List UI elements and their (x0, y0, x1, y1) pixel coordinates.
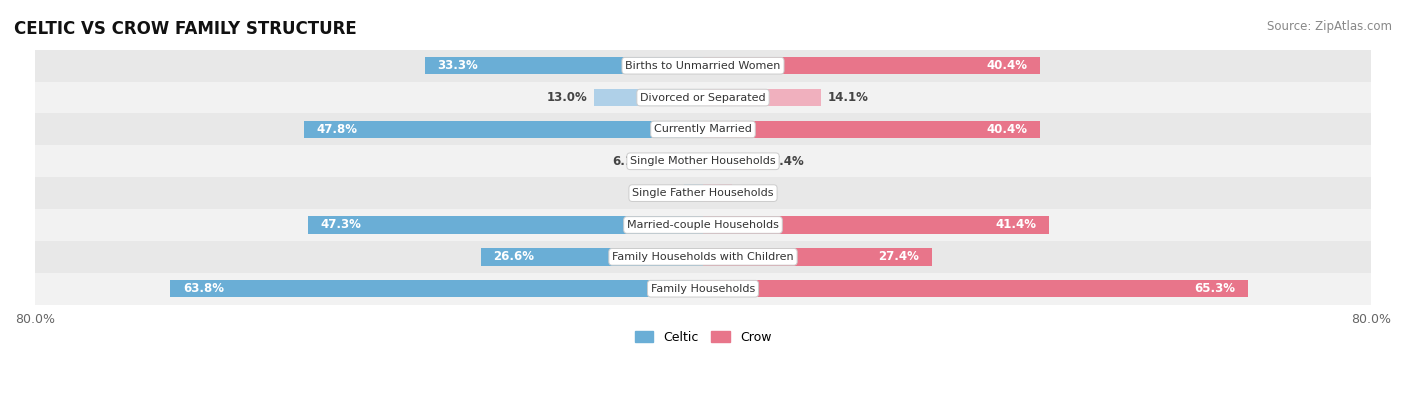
Text: Source: ZipAtlas.com: Source: ZipAtlas.com (1267, 20, 1392, 33)
Bar (703, 216, 1049, 234)
Bar (683, 184, 703, 202)
Bar (308, 216, 703, 234)
Text: 6.1%: 6.1% (613, 155, 645, 168)
Bar (703, 152, 765, 170)
Bar (35, 209, 1371, 241)
Bar (35, 113, 1371, 145)
Bar (35, 177, 1371, 209)
Legend: Celtic, Crow: Celtic, Crow (630, 325, 776, 348)
Text: Currently Married: Currently Married (654, 124, 752, 134)
Text: 47.3%: 47.3% (321, 218, 361, 231)
Text: 13.0%: 13.0% (547, 91, 588, 104)
Bar (35, 241, 1371, 273)
Text: 14.1%: 14.1% (827, 91, 869, 104)
Bar (703, 57, 1040, 75)
Bar (35, 50, 1371, 82)
Text: Family Households: Family Households (651, 284, 755, 294)
Bar (703, 280, 1249, 297)
Text: Single Mother Households: Single Mother Households (630, 156, 776, 166)
Text: Family Households with Children: Family Households with Children (612, 252, 794, 262)
Text: 33.3%: 33.3% (437, 59, 478, 72)
Bar (304, 120, 703, 138)
Text: 65.3%: 65.3% (1195, 282, 1236, 295)
Text: 27.4%: 27.4% (879, 250, 920, 263)
Text: 40.4%: 40.4% (987, 123, 1028, 136)
Text: Single Father Households: Single Father Households (633, 188, 773, 198)
Text: 2.3%: 2.3% (644, 186, 678, 199)
Bar (595, 89, 703, 106)
Text: 41.4%: 41.4% (995, 218, 1036, 231)
Text: Married-couple Households: Married-couple Households (627, 220, 779, 230)
Text: 3.5%: 3.5% (740, 186, 772, 199)
Bar (703, 248, 932, 265)
Text: 7.4%: 7.4% (772, 155, 804, 168)
Bar (703, 184, 733, 202)
Bar (35, 145, 1371, 177)
Bar (652, 152, 703, 170)
Bar (703, 120, 1040, 138)
Text: Divorced or Separated: Divorced or Separated (640, 92, 766, 103)
Text: 40.4%: 40.4% (987, 59, 1028, 72)
Bar (35, 273, 1371, 305)
Bar (703, 89, 821, 106)
Bar (425, 57, 703, 75)
Text: 47.8%: 47.8% (316, 123, 357, 136)
Text: CELTIC VS CROW FAMILY STRUCTURE: CELTIC VS CROW FAMILY STRUCTURE (14, 20, 357, 38)
Bar (35, 82, 1371, 113)
Text: 26.6%: 26.6% (494, 250, 534, 263)
Text: 63.8%: 63.8% (183, 282, 224, 295)
Text: Births to Unmarried Women: Births to Unmarried Women (626, 61, 780, 71)
Bar (170, 280, 703, 297)
Bar (481, 248, 703, 265)
